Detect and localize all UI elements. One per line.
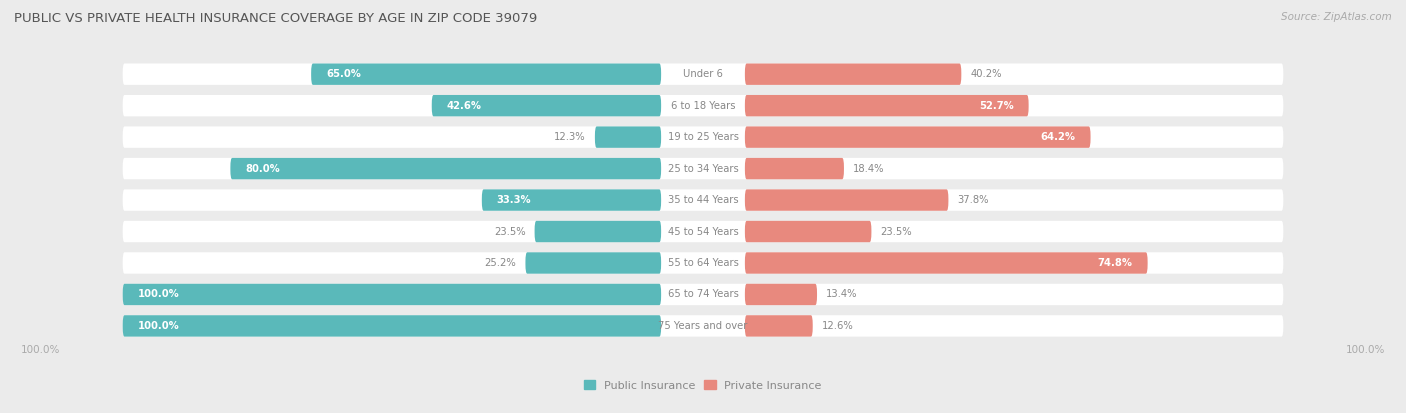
FancyBboxPatch shape <box>122 315 661 337</box>
FancyBboxPatch shape <box>122 284 1284 305</box>
Text: 64.2%: 64.2% <box>1040 132 1076 142</box>
Text: 12.3%: 12.3% <box>554 132 586 142</box>
FancyBboxPatch shape <box>534 221 661 242</box>
Text: 13.4%: 13.4% <box>825 290 858 299</box>
FancyBboxPatch shape <box>482 190 661 211</box>
Text: 45 to 54 Years: 45 to 54 Years <box>668 226 738 237</box>
FancyBboxPatch shape <box>745 158 844 179</box>
Text: 25 to 34 Years: 25 to 34 Years <box>668 164 738 173</box>
Text: 33.3%: 33.3% <box>496 195 531 205</box>
FancyBboxPatch shape <box>745 252 1147 274</box>
FancyBboxPatch shape <box>122 158 1284 179</box>
Text: 23.5%: 23.5% <box>494 226 526 237</box>
Text: 35 to 44 Years: 35 to 44 Years <box>668 195 738 205</box>
FancyBboxPatch shape <box>745 126 1091 148</box>
Text: 100.0%: 100.0% <box>21 345 60 356</box>
FancyBboxPatch shape <box>432 95 661 116</box>
Text: 18.4%: 18.4% <box>853 164 884 173</box>
Text: PUBLIC VS PRIVATE HEALTH INSURANCE COVERAGE BY AGE IN ZIP CODE 39079: PUBLIC VS PRIVATE HEALTH INSURANCE COVER… <box>14 12 537 25</box>
FancyBboxPatch shape <box>122 126 1284 148</box>
Text: 80.0%: 80.0% <box>245 164 280 173</box>
FancyBboxPatch shape <box>526 252 661 274</box>
FancyBboxPatch shape <box>745 221 872 242</box>
Text: 55 to 64 Years: 55 to 64 Years <box>668 258 738 268</box>
Text: 12.6%: 12.6% <box>821 321 853 331</box>
FancyBboxPatch shape <box>122 252 1284 274</box>
Legend: Public Insurance, Private Insurance: Public Insurance, Private Insurance <box>579 376 827 395</box>
FancyBboxPatch shape <box>745 284 817 305</box>
Text: 6 to 18 Years: 6 to 18 Years <box>671 101 735 111</box>
Text: 100.0%: 100.0% <box>138 290 180 299</box>
Text: Source: ZipAtlas.com: Source: ZipAtlas.com <box>1281 12 1392 22</box>
FancyBboxPatch shape <box>122 190 1284 211</box>
FancyBboxPatch shape <box>595 126 661 148</box>
FancyBboxPatch shape <box>745 95 1029 116</box>
Text: 25.2%: 25.2% <box>485 258 516 268</box>
Text: 52.7%: 52.7% <box>979 101 1014 111</box>
Text: 19 to 25 Years: 19 to 25 Years <box>668 132 738 142</box>
Text: Under 6: Under 6 <box>683 69 723 79</box>
FancyBboxPatch shape <box>122 221 1284 242</box>
Text: 75 Years and over: 75 Years and over <box>658 321 748 331</box>
FancyBboxPatch shape <box>122 95 1284 116</box>
FancyBboxPatch shape <box>745 315 813 337</box>
FancyBboxPatch shape <box>122 284 661 305</box>
Text: 65.0%: 65.0% <box>326 69 361 79</box>
FancyBboxPatch shape <box>231 158 661 179</box>
Text: 74.8%: 74.8% <box>1098 258 1133 268</box>
Text: 42.6%: 42.6% <box>447 101 482 111</box>
Text: 65 to 74 Years: 65 to 74 Years <box>668 290 738 299</box>
FancyBboxPatch shape <box>311 64 661 85</box>
FancyBboxPatch shape <box>745 190 949 211</box>
Text: 100.0%: 100.0% <box>1346 345 1385 356</box>
Text: 37.8%: 37.8% <box>957 195 988 205</box>
FancyBboxPatch shape <box>122 64 1284 85</box>
FancyBboxPatch shape <box>745 64 962 85</box>
Text: 40.2%: 40.2% <box>970 69 1002 79</box>
FancyBboxPatch shape <box>122 315 1284 337</box>
Text: 100.0%: 100.0% <box>138 321 180 331</box>
Text: 23.5%: 23.5% <box>880 226 912 237</box>
